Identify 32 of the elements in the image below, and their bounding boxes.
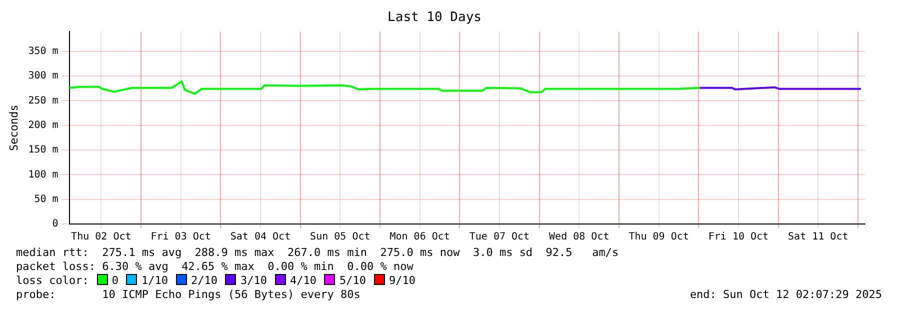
x-tick-label: Wed 08 Oct bbox=[549, 232, 610, 243]
y-tick-label: 350 m bbox=[28, 46, 58, 57]
y-tick-label: 0 bbox=[52, 218, 58, 230]
x-tick-label: Fri 03 Oct bbox=[150, 232, 211, 243]
y-axis-title: Seconds bbox=[7, 104, 20, 151]
x-tick-label: Tue 07 Oct bbox=[469, 232, 530, 243]
legend-title: loss color: bbox=[16, 274, 89, 287]
y-tick-label: 300 m bbox=[28, 70, 58, 82]
x-tick-label: Thu 09 Oct bbox=[628, 232, 689, 243]
text: median rtt: 275.1 ms avg 288.9 ms max 267.0 ms min 275.0 ms now 3.0 ms sd 92.5 am/s bbox=[16, 246, 620, 260]
y-tick-label: 150 m bbox=[28, 144, 58, 156]
x-tick-label: Sun 05 Oct bbox=[310, 232, 370, 243]
y-tick-label: 200 m bbox=[28, 120, 58, 131]
chart-title: Last 10 Days bbox=[388, 10, 482, 26]
x-tick-label: Fri 10 Oct bbox=[708, 232, 769, 243]
legend-label: 4/10 bbox=[290, 274, 316, 287]
legend-label: 9/10 bbox=[388, 274, 416, 287]
y-tick-label: 100 m bbox=[28, 169, 58, 180]
legend-label: 1/10 bbox=[141, 274, 168, 287]
legend-label: 0 bbox=[112, 274, 118, 287]
y-tick-label: 250 m bbox=[28, 95, 58, 106]
legend-label: 2/10 bbox=[190, 274, 218, 287]
x-tick-label: Mon 06 Oct bbox=[390, 232, 450, 243]
text: probe: 10 ICMP Echo Pings (56 Bytes) every 80s bbox=[16, 288, 360, 301]
x-tick-label: Thu 02 Oct bbox=[71, 232, 132, 243]
y-tick-label: 50 m bbox=[34, 194, 58, 205]
legend-label: 5/10 bbox=[339, 274, 366, 287]
text: end: Sun Oct 12 02:07:29 2025 bbox=[690, 288, 882, 302]
text: packet loss: 6.30 % avg 42.65 % max 0.00 % min 0.00 % now bbox=[16, 260, 414, 274]
x-tick-label: Sat 11 Oct bbox=[788, 232, 848, 243]
x-tick-label: Sat 04 Oct bbox=[230, 232, 291, 243]
legend-label: 3/10 bbox=[240, 274, 267, 287]
